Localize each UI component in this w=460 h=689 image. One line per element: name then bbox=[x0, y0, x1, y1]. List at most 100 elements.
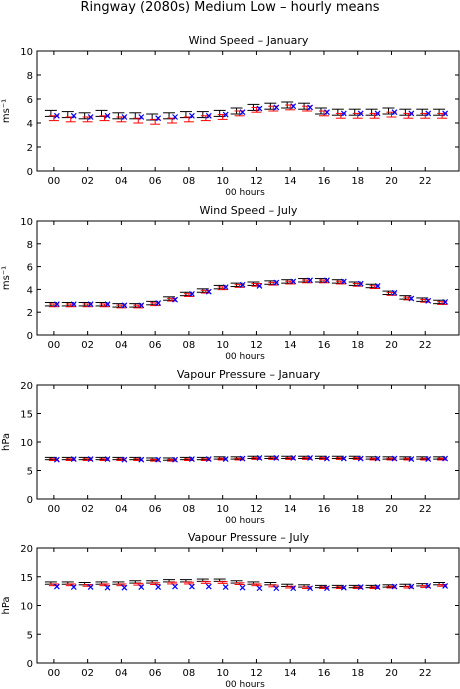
x-tick-label: 06 bbox=[149, 668, 162, 679]
data-point bbox=[256, 283, 263, 289]
x-tick-label: 22 bbox=[419, 176, 432, 187]
data-point bbox=[340, 584, 347, 591]
marker-stroke bbox=[273, 104, 280, 111]
y-tick-label: 2 bbox=[27, 308, 33, 319]
data-point bbox=[70, 456, 77, 463]
data-point bbox=[357, 110, 364, 117]
marker-stroke bbox=[374, 110, 381, 117]
marker-stroke bbox=[121, 456, 128, 463]
data-point bbox=[273, 455, 280, 461]
data-point bbox=[239, 281, 246, 288]
error-bar bbox=[179, 579, 192, 583]
y-tick-label: 20 bbox=[20, 381, 33, 392]
data-point bbox=[324, 455, 330, 462]
x-tick-label: 18 bbox=[351, 176, 364, 187]
marker-stroke bbox=[408, 583, 415, 590]
marker-stroke bbox=[155, 115, 162, 122]
marker-stroke bbox=[307, 585, 314, 592]
error-bar bbox=[196, 578, 209, 582]
chart-title: Wind Speed – July bbox=[200, 204, 298, 217]
x-tick-label: 14 bbox=[284, 340, 297, 351]
data-point bbox=[425, 456, 432, 463]
y-tick-label: 6 bbox=[27, 95, 33, 106]
x-tick-label: 08 bbox=[183, 668, 196, 679]
x-tick-label: 20 bbox=[385, 340, 398, 351]
marker-stroke bbox=[290, 585, 297, 592]
data-point bbox=[138, 302, 145, 309]
x-tick-label: 06 bbox=[149, 176, 162, 187]
y-tick-label: 10 bbox=[20, 602, 33, 613]
data-point bbox=[53, 301, 60, 308]
data-point bbox=[155, 584, 162, 591]
plot-frame bbox=[36, 547, 460, 664]
data-point bbox=[138, 456, 145, 463]
data-point bbox=[239, 109, 246, 116]
marker-stroke bbox=[121, 302, 128, 309]
marker-stroke bbox=[256, 283, 263, 289]
data-point bbox=[205, 288, 212, 295]
data-point bbox=[53, 456, 60, 463]
marker-stroke bbox=[374, 584, 381, 591]
plot-frame bbox=[36, 50, 460, 172]
marker-stroke bbox=[374, 283, 381, 289]
y-tick-label: 0 bbox=[27, 659, 33, 670]
data-point bbox=[374, 584, 381, 591]
x-tick-label: 12 bbox=[250, 340, 263, 351]
y-tick-label: 5 bbox=[27, 630, 33, 641]
marker-stroke bbox=[391, 455, 398, 462]
marker-stroke bbox=[172, 583, 178, 590]
marker-stroke bbox=[188, 291, 195, 297]
series-1 bbox=[44, 578, 446, 589]
data-point bbox=[290, 278, 297, 285]
marker-stroke bbox=[70, 456, 77, 463]
marker-stroke bbox=[425, 583, 432, 589]
x-tick-label: 20 bbox=[385, 668, 398, 679]
marker-stroke bbox=[222, 456, 229, 463]
marker-stroke bbox=[121, 584, 128, 591]
series-3 bbox=[53, 455, 449, 463]
marker-stroke bbox=[391, 109, 398, 116]
error-bar bbox=[251, 106, 262, 113]
data-point bbox=[53, 112, 60, 119]
error-bar bbox=[302, 105, 313, 112]
x-tick-label: 06 bbox=[149, 340, 162, 351]
x-tick-label: 14 bbox=[284, 668, 297, 679]
marker-stroke bbox=[408, 295, 415, 302]
marker-stroke bbox=[307, 455, 314, 461]
error-bar bbox=[183, 581, 194, 585]
series-3 bbox=[53, 277, 449, 309]
marker-stroke bbox=[222, 284, 229, 291]
data-point bbox=[273, 279, 280, 286]
data-point bbox=[290, 103, 297, 110]
marker-stroke bbox=[70, 301, 77, 308]
marker-stroke bbox=[256, 105, 263, 112]
y-tick-label: 10 bbox=[20, 47, 33, 58]
data-point bbox=[307, 277, 314, 284]
data-point bbox=[121, 302, 128, 309]
error-bar bbox=[133, 117, 144, 124]
plot-frame bbox=[36, 220, 460, 336]
x-tick-label: 20 bbox=[385, 504, 398, 515]
data-point bbox=[172, 114, 178, 120]
data-point bbox=[70, 301, 77, 308]
error-bar bbox=[65, 583, 76, 587]
marker-stroke bbox=[340, 110, 347, 117]
marker-stroke bbox=[155, 456, 162, 463]
marker-stroke bbox=[324, 455, 330, 462]
error-bar bbox=[116, 583, 127, 587]
marker-stroke bbox=[172, 296, 178, 303]
marker-stroke bbox=[357, 455, 364, 462]
marker-stroke bbox=[256, 585, 263, 592]
data-point bbox=[121, 456, 128, 463]
marker-stroke bbox=[239, 584, 246, 591]
marker-stroke bbox=[290, 103, 297, 110]
x-tick-label: 22 bbox=[419, 668, 432, 679]
marker-stroke bbox=[374, 455, 381, 462]
y-tick-label: 20 bbox=[20, 544, 33, 555]
error-bar bbox=[251, 583, 262, 587]
marker-stroke bbox=[357, 584, 364, 591]
marker-stroke bbox=[340, 584, 347, 591]
error-bar bbox=[213, 578, 226, 582]
